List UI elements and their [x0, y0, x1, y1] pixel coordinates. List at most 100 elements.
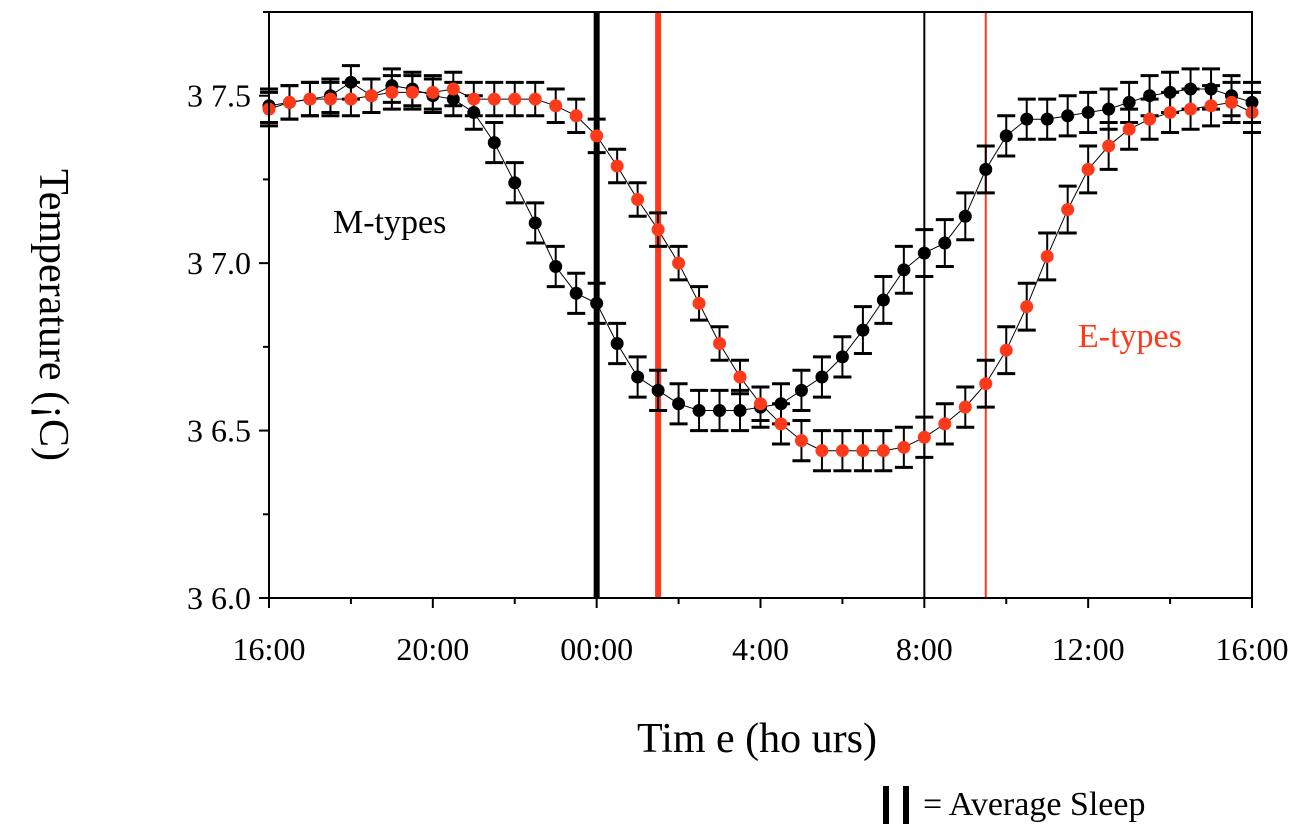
data-point — [1225, 95, 1239, 109]
data-point — [1061, 109, 1075, 123]
data-point — [774, 417, 788, 431]
data-point — [651, 383, 665, 397]
series-layer — [260, 64, 1261, 473]
axes-layer: 3 6.0 3 6.5 3 7.0 3 7.5 16:00 20:00 00:00 4:00 8… — [187, 11, 1289, 667]
legend: = Average Sleep — [883, 786, 1145, 824]
data-point — [549, 99, 563, 113]
data-point — [1081, 162, 1095, 176]
plot-frame — [268, 11, 1253, 599]
data-point — [282, 95, 296, 109]
data-point — [1122, 95, 1136, 109]
data-point — [999, 129, 1013, 143]
data-point — [405, 85, 419, 99]
data-point — [487, 92, 501, 106]
data-point — [713, 337, 727, 351]
y-tick-label: 3 6.0 — [187, 580, 251, 616]
data-point — [467, 92, 481, 106]
data-point — [590, 129, 604, 143]
legend-swatch-bar-2 — [903, 786, 909, 824]
x-tick-label: 20:00 — [396, 631, 469, 667]
annotation-m-types: M-types — [333, 204, 446, 241]
data-point — [754, 397, 767, 411]
data-point — [364, 89, 378, 103]
y-axis-title: Temperature (¡C) — [30, 169, 76, 461]
series-line — [268, 81, 1253, 411]
data-point — [1184, 102, 1198, 116]
data-point — [631, 193, 645, 207]
legend-swatch-bar-1 — [883, 786, 889, 824]
data-point — [569, 286, 583, 300]
data-point — [938, 417, 952, 431]
data-point — [590, 296, 604, 310]
data-point — [1163, 105, 1177, 119]
data-point — [794, 383, 808, 397]
data-point — [631, 370, 645, 384]
data-point — [1122, 122, 1136, 136]
data-point — [999, 343, 1013, 357]
data-point — [856, 444, 870, 458]
data-point — [1020, 300, 1034, 314]
x-tick-label: 8:00 — [896, 631, 953, 667]
data-point — [1040, 112, 1054, 126]
data-point — [958, 209, 972, 223]
data-point — [713, 403, 727, 417]
data-point — [917, 430, 931, 444]
data-point — [692, 403, 706, 417]
annotation-e-types: E-types — [1078, 318, 1182, 355]
data-point — [856, 323, 870, 337]
data-point — [508, 92, 522, 106]
data-point — [528, 92, 542, 106]
data-point — [549, 259, 563, 273]
x-tick-label: 00:00 — [560, 631, 633, 667]
data-point — [1061, 203, 1075, 217]
data-point — [876, 444, 890, 458]
data-point — [958, 400, 972, 414]
sleep-marker-layer — [593, 12, 987, 598]
x-tick-label: 16:00 — [1216, 631, 1289, 667]
data-point — [815, 370, 829, 384]
data-point — [979, 162, 993, 176]
data-point — [1081, 105, 1095, 119]
data-point — [672, 397, 686, 411]
data-point — [569, 109, 583, 123]
data-point — [528, 216, 542, 230]
data-point — [1102, 102, 1116, 116]
data-point — [917, 246, 931, 260]
x-tick-label: 12:00 — [1052, 631, 1125, 667]
x-tick-label: 16:00 — [233, 631, 306, 667]
y-tick-label: 3 7.5 — [187, 78, 251, 114]
data-point — [835, 444, 849, 458]
data-point — [897, 263, 911, 277]
data-point — [1040, 249, 1054, 263]
data-point — [610, 159, 624, 173]
data-point — [979, 377, 993, 391]
data-point — [897, 440, 911, 454]
data-point — [446, 82, 460, 96]
data-point — [323, 92, 337, 106]
data-point — [610, 337, 624, 351]
data-point — [508, 176, 522, 190]
legend-label: = Average Sleep — [923, 786, 1145, 823]
x-tick-label: 4:00 — [732, 631, 789, 667]
data-point — [876, 293, 890, 307]
data-point — [835, 350, 849, 364]
data-point — [672, 256, 686, 270]
data-point — [692, 296, 706, 310]
y-tick-label: 3 6.5 — [187, 413, 251, 449]
y-tick-label: 3 7.0 — [187, 245, 251, 281]
data-point — [938, 236, 952, 250]
data-point — [1204, 99, 1218, 113]
data-point — [733, 403, 747, 417]
data-point — [344, 92, 358, 106]
data-point — [303, 92, 317, 106]
data-point — [426, 85, 440, 99]
data-point — [1102, 139, 1116, 153]
data-point — [794, 434, 808, 448]
data-point — [1143, 112, 1157, 126]
data-point — [487, 136, 501, 150]
data-point — [1020, 112, 1034, 126]
data-point — [385, 85, 399, 99]
x-axis-title: Tim e (ho urs) — [637, 716, 877, 762]
data-point — [815, 444, 829, 458]
